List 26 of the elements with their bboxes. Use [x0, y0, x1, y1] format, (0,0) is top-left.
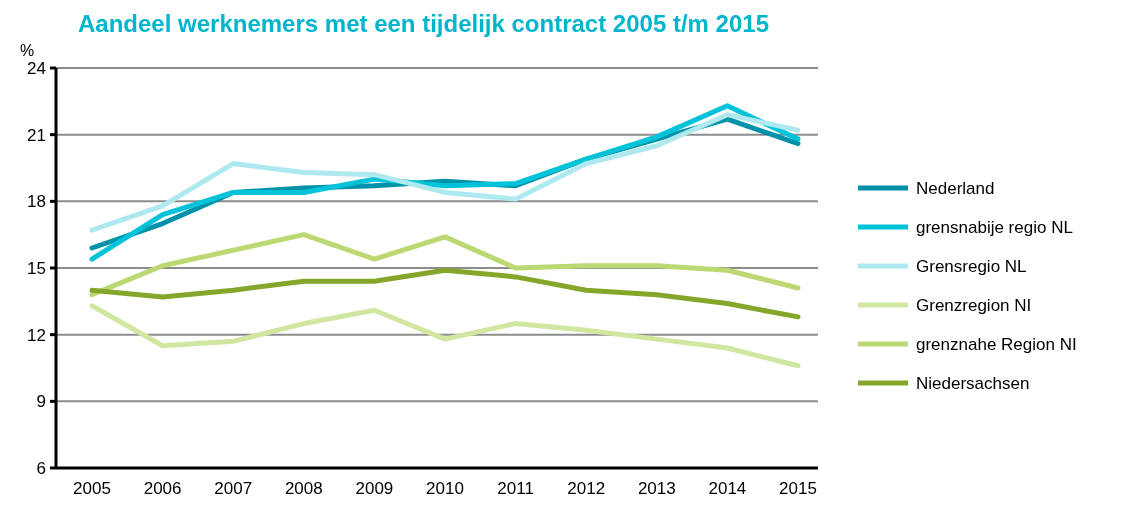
legend-label: Nederland	[916, 178, 995, 198]
x-tick-label: 2008	[284, 479, 323, 498]
y-tick-label: 9	[36, 392, 46, 412]
y-tick-label: 18	[27, 192, 46, 212]
x-tick-label: 2011	[497, 479, 534, 498]
legend-label: Grenzregion NI	[916, 295, 1032, 315]
chart-title: Aandeel werknemers met een tijdelijk contract 2005 t/m 2015	[78, 10, 769, 37]
y-axis-title: %	[20, 42, 35, 59]
x-tick-label: 2006	[143, 479, 182, 498]
legend-label: grenznahe Region NI	[916, 334, 1077, 354]
y-tick-label: 6	[36, 458, 46, 478]
legend-label: Grensregio NL	[916, 256, 1027, 276]
x-tick-label: 2005	[73, 479, 111, 498]
x-tick-label: 2010	[426, 479, 464, 498]
x-tick-label: 2012	[567, 479, 606, 498]
legend-label: grensnabije regio NL	[916, 217, 1073, 237]
y-tick-label: 24	[27, 58, 46, 78]
x-tick-label: 2013	[637, 479, 676, 498]
x-tick-label: 2009	[355, 479, 394, 498]
legend-label: Niedersachsen	[916, 373, 1030, 393]
y-tick-label: 15	[27, 258, 46, 278]
y-tick-label: 21	[27, 125, 46, 145]
x-tick-label: 2007	[214, 479, 253, 498]
x-tick-label: 2014	[708, 479, 747, 498]
x-tick-label: 2015	[779, 479, 817, 498]
y-tick-label: 12	[27, 325, 46, 345]
